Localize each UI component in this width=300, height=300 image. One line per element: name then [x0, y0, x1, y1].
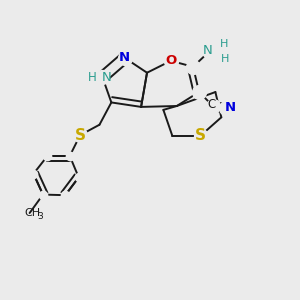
Text: CH: CH	[24, 208, 40, 218]
Text: 3: 3	[38, 212, 43, 221]
Text: N: N	[203, 44, 213, 57]
Text: H: H	[221, 54, 229, 64]
Text: N: N	[119, 51, 130, 64]
Text: N: N	[102, 71, 112, 84]
Text: C: C	[207, 98, 216, 111]
Text: O: O	[165, 54, 176, 67]
Text: S: S	[75, 128, 86, 142]
Text: S: S	[195, 128, 206, 143]
Text: H: H	[88, 71, 97, 84]
Text: H: H	[220, 39, 229, 49]
Text: N: N	[225, 101, 236, 114]
